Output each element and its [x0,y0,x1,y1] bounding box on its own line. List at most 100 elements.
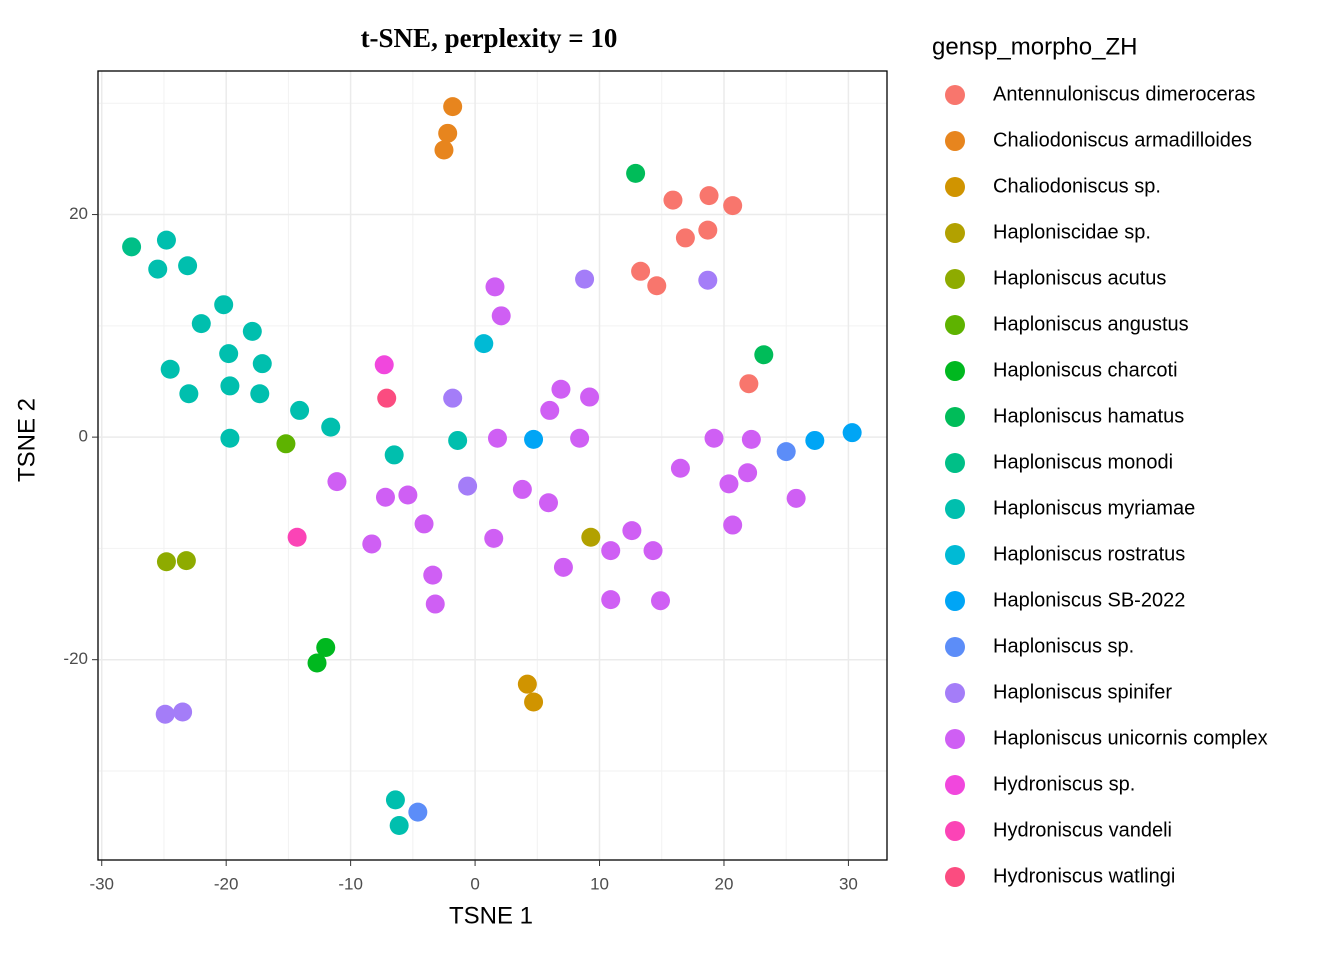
legend-marker [945,729,965,749]
legend-label: Haploniscus SB-2022 [993,589,1185,611]
point [842,423,862,443]
point [551,379,571,399]
legend-marker [945,499,965,519]
point [458,476,478,496]
point [581,527,601,547]
point [385,790,405,810]
legend-label: Haploniscus sp. [993,635,1134,657]
legend-label: Haploniscus angustus [993,313,1189,335]
legend-label: Haploniscus myriamae [993,497,1195,519]
point [220,428,240,448]
y-tick-label: 0 [79,427,88,446]
point [699,186,719,206]
point [374,355,394,375]
point [575,269,595,289]
point [719,474,739,494]
point [250,384,270,404]
legend-marker [945,131,965,151]
legend-marker [945,407,965,427]
plot-border [97,70,888,861]
legend-marker [945,269,965,289]
legend-label: Haploniscus acutus [993,267,1166,289]
point [448,430,468,450]
point [484,528,504,548]
point [631,261,651,281]
point [307,653,327,673]
grid [98,71,887,860]
point [805,430,825,450]
y-tick-label: -20 [63,649,88,668]
point [160,359,180,379]
legend-marker [945,775,965,795]
point [723,196,743,216]
point [443,97,463,117]
point [155,704,175,724]
point [553,557,573,577]
legend-label: Hydroniscus sp. [993,773,1135,795]
y-axis-label: TSNE 2 [13,398,40,482]
point [738,463,758,483]
point [178,256,198,276]
legend-label: Antennuloniscus dimeroceras [993,83,1255,105]
legend-label: Haploniscus spinifer [993,681,1172,703]
x-tick-label: 0 [470,874,479,893]
legend-label: Haploniscus rostratus [993,543,1185,565]
point [647,276,667,296]
point [622,521,642,541]
x-tick-label: 20 [715,874,734,893]
legend-marker [945,867,965,887]
x-tick-label: 30 [839,874,858,893]
point [723,515,743,535]
x-axis-label: TSNE 1 [449,902,533,929]
legend-label: Chaliodoniscus armadilloides [993,129,1252,151]
point [408,802,428,822]
legend-marker [945,361,965,381]
point [384,445,404,465]
legend-marker [945,545,965,565]
point [156,230,176,250]
point [423,565,443,585]
points [122,97,862,836]
point [377,388,397,408]
point [179,384,199,404]
point [414,514,434,534]
legend-label: Hydroniscus watlingi [993,865,1175,887]
x-tick-label: -20 [214,874,239,893]
x-tick-label: 10 [590,874,609,893]
legend-label: Haploniscus hamatus [993,405,1184,427]
point [487,428,507,448]
point [434,140,454,160]
point [663,190,683,210]
point [524,429,544,449]
point [438,123,458,143]
point [512,479,532,499]
legend-label: Chaliodoniscus sp. [993,175,1161,197]
point [156,552,176,572]
y-tick-label: 20 [69,204,88,223]
point [601,541,621,561]
legend-marker [945,453,965,473]
point [517,674,537,694]
point [362,534,382,554]
point [242,321,262,341]
legend-marker [945,223,965,243]
point [287,527,307,547]
point [540,400,560,420]
point [425,594,445,614]
point [739,374,759,394]
legend-label: Hydroniscus vandeli [993,819,1172,841]
point [290,400,310,420]
point [122,237,142,257]
point [398,485,418,505]
legend-label: Haploniscus charcoti [993,359,1178,381]
point [786,488,806,508]
point [321,417,341,437]
point [491,306,511,326]
point [389,816,409,836]
legend-label: Haploniscidae sp. [993,221,1151,243]
point [173,702,193,722]
legend-label: Haploniscus unicornis complex [993,727,1268,749]
x-tick-label: -10 [338,874,363,893]
point [776,442,796,462]
